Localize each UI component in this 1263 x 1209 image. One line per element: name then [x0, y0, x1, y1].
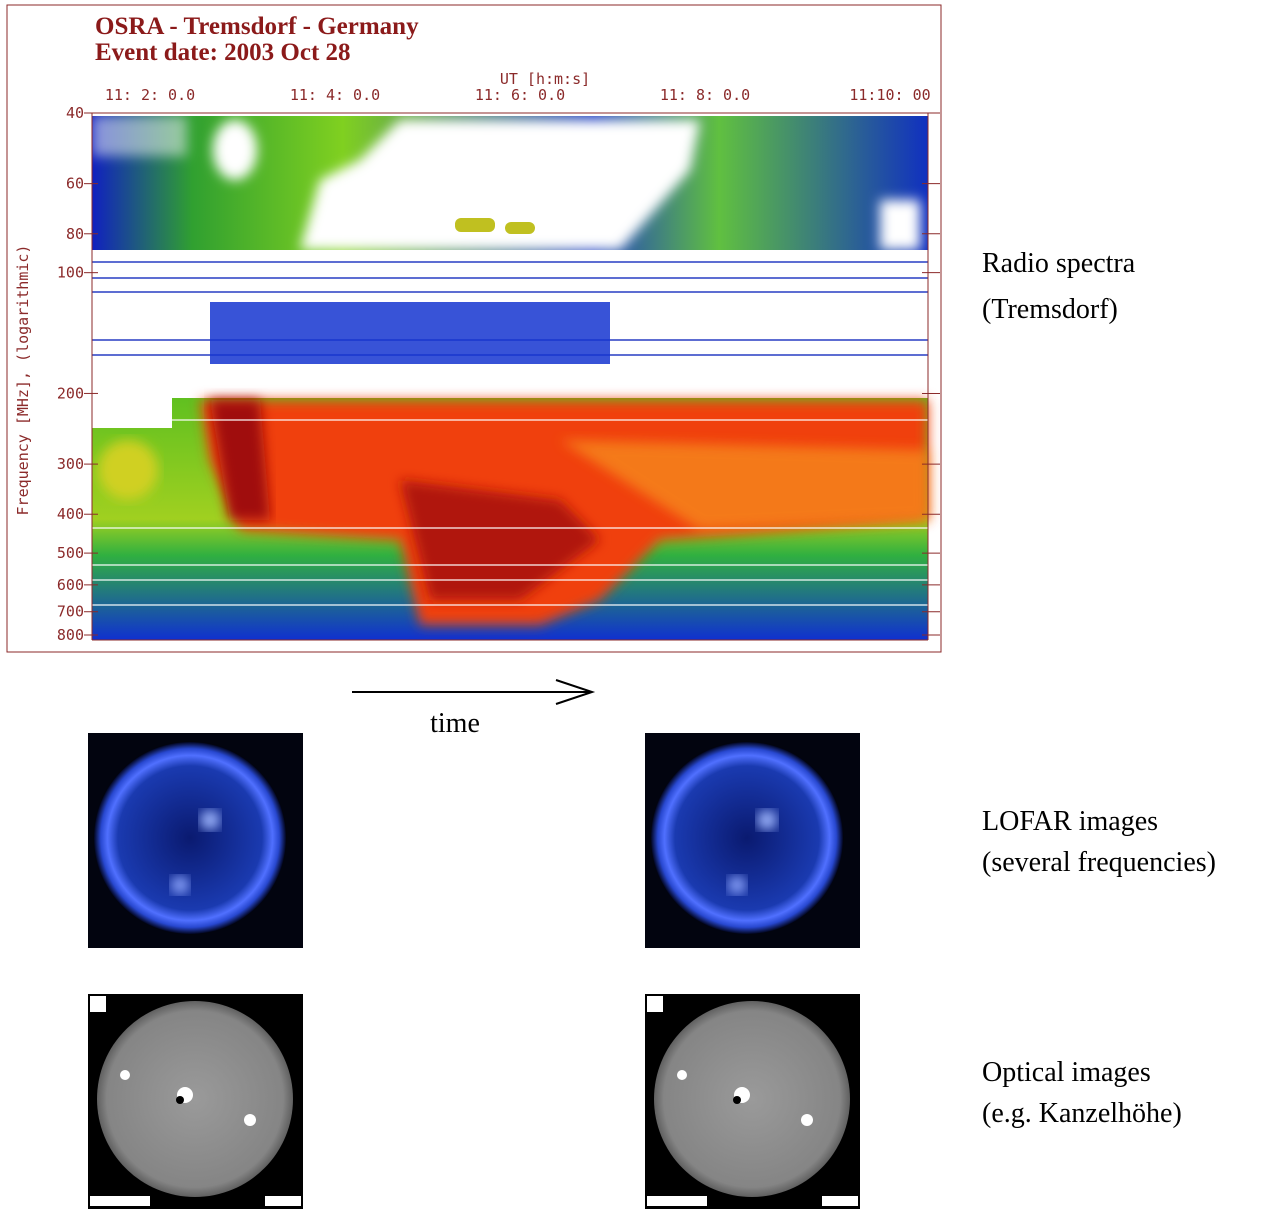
y-tick-label: 40 — [66, 104, 84, 122]
burst — [505, 222, 535, 234]
lofar-image — [88, 733, 303, 948]
row-label: Optical images — [982, 1057, 1151, 1088]
y-tick-label: 800 — [57, 626, 84, 644]
gap — [92, 398, 172, 428]
y-axis-label: Frequency [MHz], (logarithmic) — [14, 245, 32, 516]
row-source: (Tremsdorf) — [982, 294, 1118, 325]
event-date: Event date: 2003 Oct 28 — [95, 39, 351, 66]
y-tick-label: 600 — [57, 576, 84, 594]
row-label: LOFAR images — [982, 806, 1158, 837]
row-source: (e.g. Kanzelhöhe) — [982, 1098, 1182, 1129]
y-tick-label: 500 — [57, 544, 84, 562]
row-source: (several frequencies) — [982, 847, 1216, 878]
y-tick-label: 700 — [57, 603, 84, 621]
x-tick-label: 11: 4: 0.0 — [290, 86, 380, 104]
y-tick-label: 100 — [57, 264, 84, 282]
lofar-image — [645, 733, 860, 948]
y-tick-label: 300 — [57, 455, 84, 473]
x-tick-label: 11: 8: 0.0 — [660, 86, 750, 104]
block — [210, 302, 610, 364]
x-tick-label: 11:10: 00 — [849, 86, 930, 104]
burst — [455, 218, 495, 232]
time-label: time — [430, 708, 480, 739]
optical-image — [88, 994, 303, 1209]
figure: OSRA - Tremsdorf - Germany Event date: 2… — [0, 0, 1263, 1209]
x-tick-label: 11: 6: 0.0 — [475, 86, 565, 104]
title: OSRA - Tremsdorf - Germany — [95, 13, 419, 40]
row-label: Radio spectra — [982, 248, 1136, 279]
y-tick-label: 200 — [57, 384, 84, 402]
y-tick-label: 80 — [66, 225, 84, 243]
optical-image — [645, 994, 860, 1209]
time-arrow — [352, 680, 592, 704]
y-tick-label: 60 — [66, 175, 84, 193]
x-tick-label: 11: 2: 0.0 — [105, 86, 195, 104]
burst — [98, 440, 158, 500]
y-tick-label: 400 — [57, 505, 84, 523]
